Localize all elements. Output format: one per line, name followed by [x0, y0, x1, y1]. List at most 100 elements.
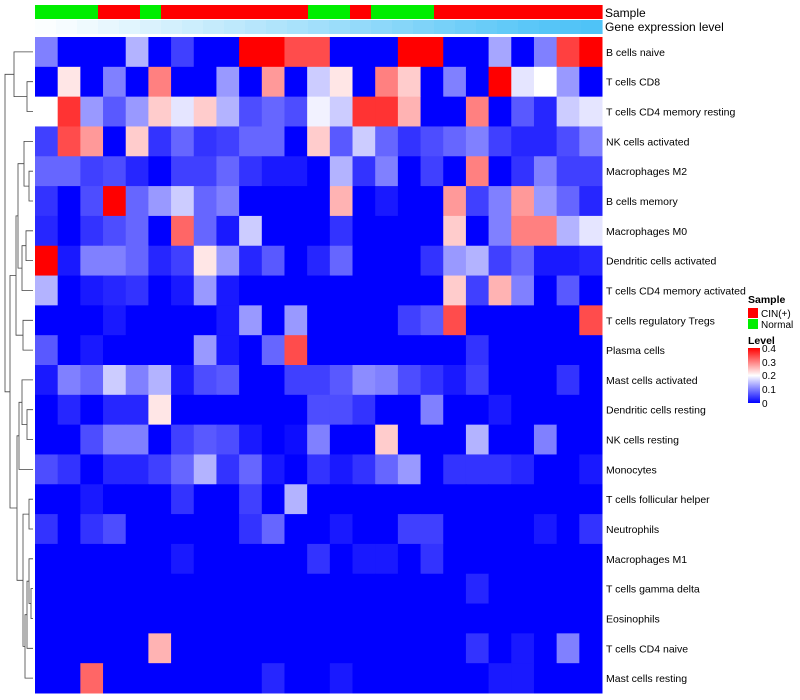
heatmap-cell [284, 96, 308, 127]
heatmap-cell [511, 215, 535, 247]
level-legend: Level 0.4 0.3 0.2 0.1 0 [748, 335, 776, 410]
heatmap-cell [556, 454, 580, 485]
heatmap-cell [465, 126, 490, 157]
heatmap-cell [148, 454, 172, 485]
gene-expression-annotation-cell [182, 20, 204, 34]
heatmap-cell [216, 37, 240, 68]
heatmap-cell [35, 573, 59, 605]
row-label: Dendritic cells activated [606, 256, 716, 268]
gene-expression-annotation-cell [140, 20, 162, 34]
dendrogram-branch [26, 81, 33, 112]
heatmap-cell [35, 514, 59, 545]
heatmap-cell [397, 126, 422, 157]
level-tick-2: 0.2 [762, 371, 776, 382]
heatmap-cell [579, 454, 603, 485]
row-label: Plasma cells [606, 345, 665, 357]
heatmap-cell [488, 514, 512, 545]
heatmap-cell [533, 96, 558, 127]
heatmap-cell [80, 37, 104, 68]
heatmap-cell [171, 66, 195, 98]
heatmap-cell [125, 603, 149, 634]
heatmap-cell [352, 603, 376, 634]
heatmap-cell [80, 424, 104, 455]
heatmap-cell [556, 543, 580, 575]
heatmap-cell [329, 335, 354, 366]
sample-annotation-cell [308, 5, 330, 19]
heatmap-cell [171, 663, 195, 694]
heatmap-cell [397, 335, 422, 366]
heatmap-cell [533, 424, 558, 455]
sample-annotation-cell [497, 5, 519, 19]
sample-annotation-cell [287, 5, 309, 19]
heatmap-cell [284, 126, 308, 157]
heatmap-cell [307, 96, 331, 127]
sample-legend-title: Sample [748, 294, 786, 306]
heatmap-cell [465, 454, 490, 485]
heatmap-cell [329, 245, 354, 277]
heatmap-cell [556, 365, 580, 396]
heatmap-cell [352, 335, 376, 366]
heatmap-cell [80, 96, 104, 127]
heatmap-cell [397, 156, 422, 187]
heatmap-cell [261, 365, 285, 396]
gene-expression-annotation-cell [455, 20, 477, 34]
heatmap-cell [171, 96, 195, 127]
dendrogram-branch [17, 163, 24, 269]
heatmap-cell [443, 186, 467, 217]
heatmap-cell [193, 603, 217, 634]
heatmap-cell [103, 96, 127, 127]
heatmap-cell [125, 633, 149, 664]
heatmap-cell [352, 126, 376, 157]
heatmap-cell [329, 37, 354, 68]
dendrogram-branch [26, 409, 33, 440]
heatmap-cell [352, 484, 376, 515]
heatmap-cell [193, 126, 217, 157]
heatmap-cell [193, 365, 217, 396]
heatmap-cell [216, 96, 240, 127]
gene-expression-annotation-cell [518, 20, 540, 34]
heatmap-cell [284, 484, 308, 515]
heatmap-cell [239, 394, 263, 426]
heatmap-cell [488, 335, 512, 366]
heatmap-cell [352, 215, 376, 247]
heatmap-cell [443, 215, 467, 247]
heatmap-cell [171, 126, 195, 157]
heatmap-cell [329, 603, 354, 634]
heatmap-cell [556, 305, 580, 336]
heatmap-cell [125, 335, 149, 366]
heatmap-cell [533, 305, 558, 336]
heatmap-cell [329, 663, 354, 694]
heatmap-cell [80, 66, 104, 98]
heatmap-cell [556, 275, 580, 306]
heatmap-cell [171, 603, 195, 634]
heatmap-cell [103, 335, 127, 366]
dendrogram-branch [26, 580, 33, 649]
heatmap-cell [171, 37, 195, 68]
heatmap-cell [261, 275, 285, 306]
heatmap-cell [397, 543, 422, 575]
heatmap-cell [148, 365, 172, 396]
heatmap-cell [148, 335, 172, 366]
heatmap-cell [443, 156, 467, 187]
heatmap-cell [375, 633, 399, 664]
sample-annotation-cell [518, 5, 540, 19]
heatmap-cell [579, 96, 603, 127]
heatmap-cell [80, 335, 104, 366]
sample-annotation-cell [455, 5, 477, 19]
heatmap-cell [533, 514, 558, 545]
heatmap-cell [35, 484, 59, 515]
heatmap-cell [397, 215, 422, 247]
dendrogram-branch [30, 588, 33, 619]
heatmap-cell [488, 484, 512, 515]
gene-expression-annotation-cell [266, 20, 288, 34]
heatmap-cell [284, 543, 308, 575]
heatmap-cell [193, 424, 217, 455]
heatmap-cell [125, 454, 149, 485]
heatmap-cell [511, 37, 535, 68]
heatmap-cell [284, 603, 308, 634]
heatmap-cell [171, 245, 195, 277]
heatmap-cell [103, 603, 127, 634]
heatmap-cell [148, 245, 172, 277]
heatmap-cell [261, 335, 285, 366]
heatmap-cell [488, 66, 512, 98]
